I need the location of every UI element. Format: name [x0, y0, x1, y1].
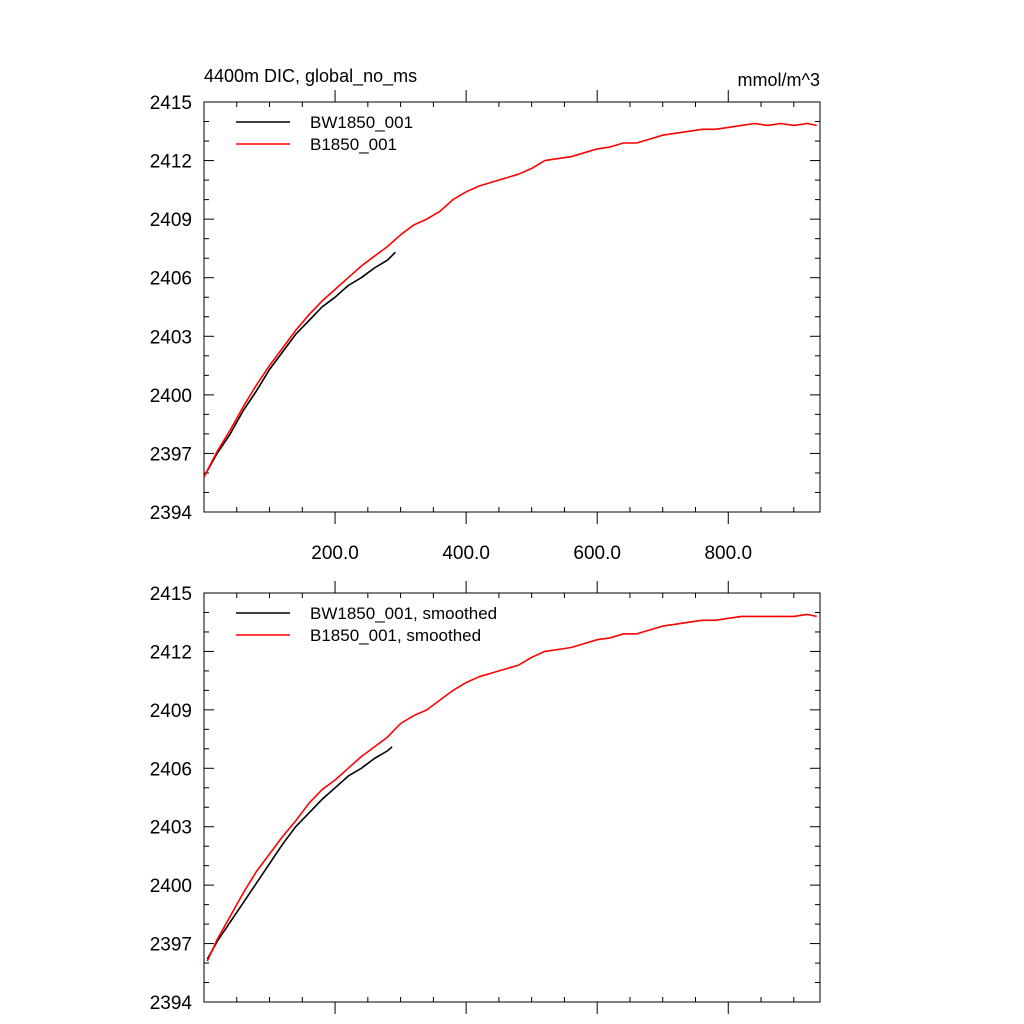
y-tick-label: 2406	[150, 759, 192, 780]
plot-frame	[203, 592, 821, 1003]
legend-label: B1850_001	[310, 135, 397, 154]
y-tick-label: 2412	[150, 642, 192, 663]
series-line-b1850	[203, 122, 817, 478]
y-tick-label: 2397	[150, 935, 192, 956]
bottom-panel: 2394 2397 2400 2403 2406 2409 2412 2415 BW1850_0…	[150, 581, 821, 1014]
y-tick-label: 2403	[150, 818, 192, 839]
top-panel: 2394 2397 2400 2403 2406 2409 2412 2415 200.0 400…	[150, 90, 821, 564]
series-line-bw1850	[206, 746, 393, 960]
series-line-b1850	[206, 613, 817, 962]
y-tick-label: 2415	[150, 93, 192, 114]
x-tick-label: 600.0	[573, 543, 621, 564]
y-tick-label: 2409	[150, 701, 192, 722]
y-tick-label: 2400	[150, 876, 192, 897]
chart-title: 4400m DIC, global_no_ms	[204, 66, 417, 87]
y-tick-label: 2406	[150, 269, 192, 290]
legend-label: BW1850_001, smoothed	[310, 604, 497, 623]
x-tick-label: 800.0	[704, 543, 752, 564]
legend-label: BW1850_001	[310, 113, 413, 132]
y-tick-label: 2403	[150, 327, 192, 348]
series-line-bw1850	[203, 251, 396, 478]
legend-label: B1850_001, smoothed	[310, 626, 481, 645]
x-tick-label: 400.0	[442, 543, 490, 564]
y-tick-label: 2400	[150, 386, 192, 407]
y-tick-label: 2412	[150, 152, 192, 173]
y-tick-label: 2397	[150, 444, 192, 465]
units-label: mmol/m^3	[738, 70, 820, 90]
plot-frame	[203, 101, 821, 513]
y-tick-label: 2409	[150, 210, 192, 231]
y-tick-label: 2415	[150, 584, 192, 605]
y-tick-label: 2394	[150, 993, 193, 1014]
y-tick-label: 2394	[150, 503, 193, 524]
x-tick-label: 200.0	[311, 543, 359, 564]
